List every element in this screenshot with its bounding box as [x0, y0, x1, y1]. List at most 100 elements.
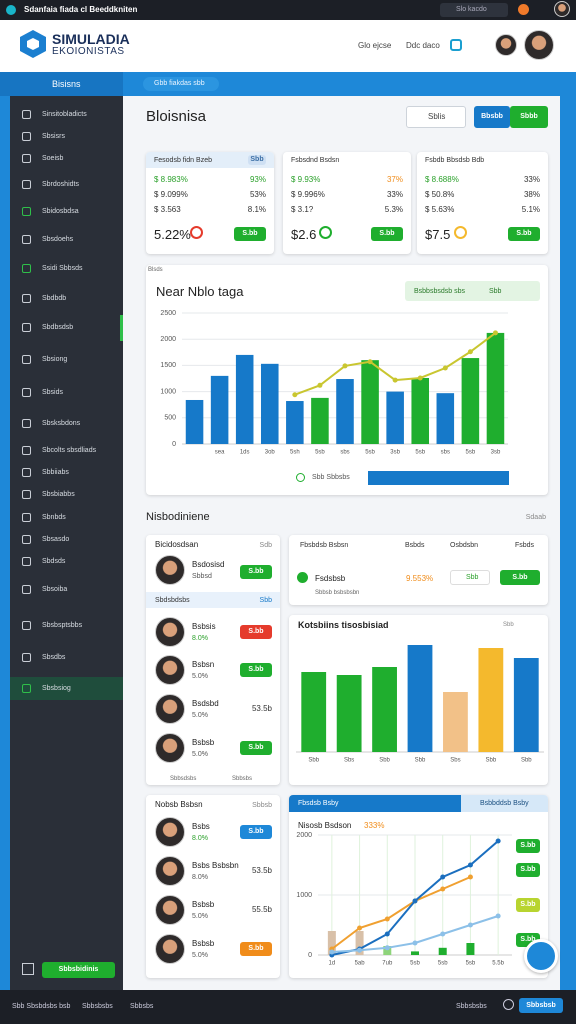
legend-tag[interactable]: Sbb: [489, 288, 502, 295]
card-big: $2.6: [291, 227, 317, 242]
status-dot: [297, 572, 308, 583]
person-value: 53.5b: [251, 704, 272, 713]
avatar: [155, 934, 185, 964]
side-btn-icon: [22, 963, 34, 975]
person-sub: 5.0%: [192, 712, 208, 719]
side-item[interactable]: Sbsbsptsbbs: [42, 622, 83, 629]
person-badge[interactable]: S.bb: [240, 565, 272, 579]
side-item[interactable]: Sbsids: [42, 389, 64, 396]
side-icon: [22, 621, 31, 630]
tab-label[interactable]: Bisisns: [52, 79, 81, 89]
list-footer[interactable]: Sbbsdsbs: [170, 776, 197, 782]
list-link: Sbbsb: [252, 802, 272, 809]
card-button[interactable]: S.bb: [508, 227, 540, 241]
legend-box: [405, 281, 540, 301]
chart-badge[interactable]: S.bb: [516, 863, 540, 877]
button[interactable]: Sbbb: [510, 106, 548, 128]
footer-item[interactable]: Sbbsbsbs: [82, 1003, 113, 1010]
legend-label[interactable]: Bsbbsbsdsb sbs: [414, 288, 465, 295]
side-icon: [22, 355, 31, 364]
side-item[interactable]: Sbnbds: [42, 514, 66, 521]
avatar: [495, 34, 517, 56]
side-item[interactable]: Sbrdoshidts: [42, 181, 79, 188]
side-item[interactable]: Sbbiiabs: [42, 469, 69, 476]
side-item[interactable]: Sbsoiba: [42, 586, 68, 593]
side-button[interactable]: Sbbsbidinis: [42, 962, 115, 978]
side-icon: [22, 132, 31, 141]
card-row-label: $ 9.996%: [291, 190, 325, 199]
list-title: Nobsb Bsbsn: [155, 800, 203, 809]
fab[interactable]: [524, 939, 558, 973]
person-badge[interactable]: S.bb: [240, 942, 272, 956]
card-button[interactable]: S.bb: [234, 227, 266, 241]
side-item[interactable]: Sbdsds: [42, 558, 66, 565]
top-search: [440, 3, 508, 17]
side-item[interactable]: Sbsbiabbs: [42, 491, 75, 498]
side-item[interactable]: Sbcolts sbsdliads: [42, 447, 97, 454]
side-item[interactable]: Sbsdoehs: [42, 236, 74, 243]
card-title: Fsbdb Bbsdsb Bdb: [425, 157, 485, 164]
avatar: [155, 655, 185, 685]
person-badge[interactable]: S.bb: [240, 663, 272, 677]
card-row-value: 8.1%: [247, 205, 266, 214]
side-item[interactable]: Sbsiong: [42, 356, 68, 363]
card-title: Fsbsdnd Bsdsn: [291, 157, 340, 164]
footer-item[interactable]: Sbbsbs: [130, 1003, 154, 1010]
side-item[interactable]: Sbsbsiog: [42, 685, 71, 692]
chart-badge[interactable]: S.bb: [516, 898, 540, 912]
person-badge[interactable]: S.bb: [240, 825, 272, 839]
tab-search-text[interactable]: Gbb fiakdas sbb: [154, 80, 205, 87]
card-row-value: 33%: [523, 175, 540, 184]
slider-bar: [368, 471, 509, 485]
chart-tag: Sbb: [503, 622, 514, 628]
table-note: Sbbsb bsbsbsbn: [315, 590, 360, 596]
footer-item[interactable]: Sbb Sbsbdsbs bsb: [12, 1003, 71, 1010]
side-icon: [22, 684, 31, 693]
side-item[interactable]: Sbsksbdons: [42, 420, 81, 427]
header: [0, 20, 576, 72]
table-badge[interactable]: S.bb: [500, 570, 540, 585]
slider-dot: [296, 473, 305, 482]
button[interactable]: Bbsbb: [474, 106, 510, 128]
side-item[interactable]: Sbsdbs: [42, 654, 66, 661]
select-text[interactable]: Sblis: [428, 112, 446, 121]
side-item[interactable]: Sbidosbdsa: [42, 208, 79, 215]
person-badge[interactable]: S.bb: [240, 741, 272, 755]
avatar: [155, 733, 185, 763]
left-rail: [0, 96, 10, 990]
table-header: Osbdsbn: [450, 542, 479, 549]
table-cell[interactable]: Sbb: [466, 574, 479, 581]
tab: [0, 72, 123, 96]
chart-tab-label[interactable]: Fbsdsb Bsby: [298, 800, 339, 807]
side-item[interactable]: Sbsasdo: [42, 536, 70, 543]
side-item[interactable]: Sbsisrs: [42, 133, 65, 140]
chart-tab: [461, 795, 548, 812]
footer-button[interactable]: Sbbsbsb: [519, 998, 563, 1013]
side-item[interactable]: Soeisb: [42, 155, 64, 162]
slider-label[interactable]: Sbb Sbbsbs: [312, 474, 350, 481]
nav-link[interactable]: Ddc daco: [406, 41, 440, 50]
top-search-text[interactable]: Slo kacdo: [456, 6, 487, 13]
side-item[interactable]: Sbdbdb: [42, 295, 67, 302]
chart-badge[interactable]: S.bb: [516, 839, 540, 853]
side-item[interactable]: Sbdbsdsb: [42, 324, 74, 331]
side-item[interactable]: Ssidi Sbbsds: [42, 265, 83, 272]
chart-title: Kotsbiins tisosbisiad: [298, 620, 389, 630]
footer-right[interactable]: Sbbsbsbs: [456, 1003, 487, 1010]
nav-link[interactable]: Glo ejcse: [358, 41, 392, 50]
person-badge[interactable]: S.bb: [240, 625, 272, 639]
list-link: Sdb: [259, 542, 272, 549]
select: [406, 106, 466, 128]
person-sub: 5.0%: [192, 673, 208, 680]
card-indicator: [454, 226, 467, 239]
top-logo: [6, 5, 16, 15]
chart-tab: [289, 795, 461, 812]
side-icon: [22, 513, 31, 522]
chart-tab-label[interactable]: Bsbbddsb Bsby: [480, 800, 529, 807]
list-footer[interactable]: Sbbsbs: [232, 776, 253, 782]
card-tag[interactable]: Sbb: [248, 155, 266, 165]
person-name: Bsbsn: [192, 660, 215, 669]
side-item[interactable]: Sinsitobladicts: [42, 111, 87, 118]
chart-tag: Blsds: [148, 267, 163, 273]
card-button[interactable]: S.bb: [371, 227, 403, 241]
